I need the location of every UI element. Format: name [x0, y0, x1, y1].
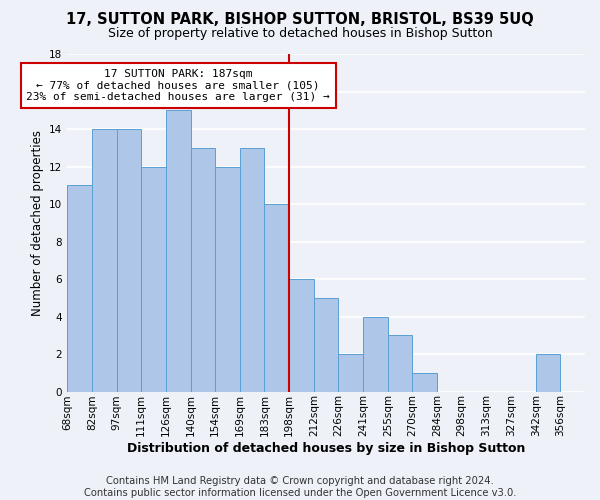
Bar	[116, 129, 141, 392]
Bar	[92, 129, 116, 392]
Text: Contains HM Land Registry data © Crown copyright and database right 2024.
Contai: Contains HM Land Registry data © Crown c…	[84, 476, 516, 498]
Bar	[141, 166, 166, 392]
Text: 17, SUTTON PARK, BISHOP SUTTON, BRISTOL, BS39 5UQ: 17, SUTTON PARK, BISHOP SUTTON, BRISTOL,…	[66, 12, 534, 28]
Bar	[338, 354, 363, 392]
Bar	[215, 166, 240, 392]
Bar	[289, 279, 314, 392]
Bar	[363, 316, 388, 392]
Bar	[536, 354, 560, 392]
Bar	[67, 186, 92, 392]
X-axis label: Distribution of detached houses by size in Bishop Sutton: Distribution of detached houses by size …	[127, 442, 526, 455]
Bar	[314, 298, 338, 392]
Bar	[166, 110, 191, 392]
Bar	[240, 148, 265, 392]
Bar	[388, 336, 412, 392]
Bar	[265, 204, 289, 392]
Text: Size of property relative to detached houses in Bishop Sutton: Size of property relative to detached ho…	[107, 28, 493, 40]
Bar	[412, 373, 437, 392]
Y-axis label: Number of detached properties: Number of detached properties	[31, 130, 44, 316]
Bar	[191, 148, 215, 392]
Text: 17 SUTTON PARK: 187sqm
← 77% of detached houses are smaller (105)
23% of semi-de: 17 SUTTON PARK: 187sqm ← 77% of detached…	[26, 69, 330, 102]
